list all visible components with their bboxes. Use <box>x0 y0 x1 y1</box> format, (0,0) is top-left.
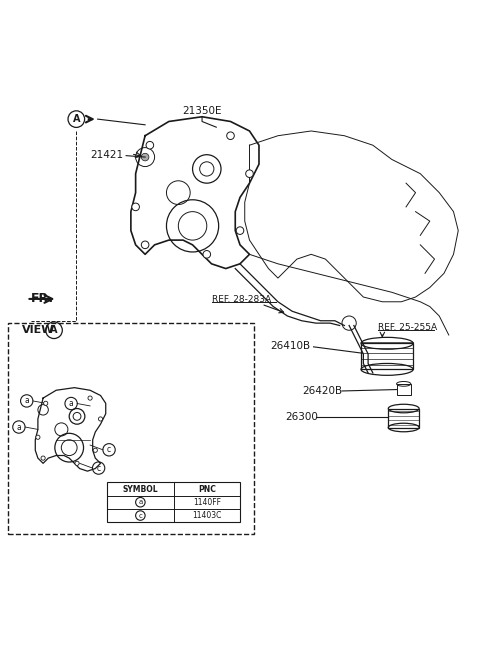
Circle shape <box>36 435 40 439</box>
Text: 26300: 26300 <box>285 412 318 422</box>
Text: 1140FF: 1140FF <box>193 498 221 506</box>
Text: 11403C: 11403C <box>192 511 221 520</box>
Text: a: a <box>138 499 143 505</box>
Circle shape <box>146 141 154 149</box>
Circle shape <box>132 203 139 211</box>
Circle shape <box>88 396 92 400</box>
Circle shape <box>141 241 149 249</box>
Circle shape <box>44 401 48 406</box>
Text: VIEW: VIEW <box>22 326 54 335</box>
Text: c: c <box>107 445 111 454</box>
Circle shape <box>246 170 253 178</box>
Text: A: A <box>50 326 58 335</box>
Text: a: a <box>69 399 73 408</box>
Circle shape <box>98 417 103 421</box>
Circle shape <box>227 132 234 139</box>
Text: REF. 25-255A: REF. 25-255A <box>378 323 437 332</box>
Text: 26420B: 26420B <box>302 386 342 396</box>
Text: 21350E: 21350E <box>182 106 222 116</box>
Circle shape <box>141 153 149 161</box>
Text: FR.: FR. <box>31 292 54 305</box>
Text: REF. 28-283A: REF. 28-283A <box>212 295 271 304</box>
Text: a: a <box>24 396 29 406</box>
Bar <box>388 409 419 428</box>
Text: 21421: 21421 <box>91 150 124 159</box>
Text: SYMBOL: SYMBOL <box>122 485 158 494</box>
Circle shape <box>236 227 244 234</box>
Text: c: c <box>96 464 101 473</box>
Text: a: a <box>16 422 21 432</box>
Text: PNC: PNC <box>198 485 216 494</box>
Circle shape <box>75 462 79 465</box>
Circle shape <box>41 456 45 460</box>
Bar <box>396 384 411 395</box>
Text: c: c <box>138 512 142 519</box>
Text: A: A <box>72 114 80 124</box>
Circle shape <box>203 251 211 258</box>
Circle shape <box>93 448 97 452</box>
Text: 26410B: 26410B <box>270 341 310 352</box>
Bar <box>361 343 413 369</box>
Bar <box>107 482 240 522</box>
